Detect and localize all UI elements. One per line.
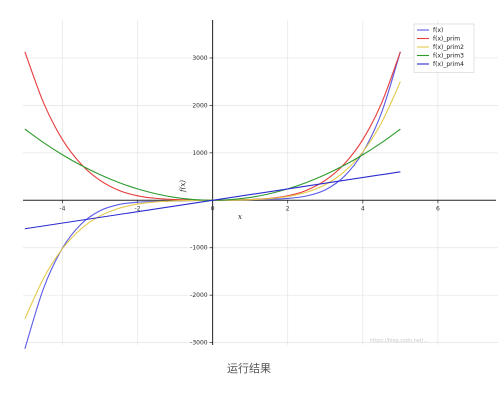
y-axis-label: f(x) — [179, 180, 187, 193]
x-tick-label: 6 — [436, 205, 440, 212]
legend-label: f(x)_prim — [433, 36, 460, 43]
legend-label: f(x)_prim3 — [433, 53, 464, 60]
x-tick-label: 2 — [286, 205, 290, 212]
axes — [23, 20, 496, 345]
x-axis-label: x — [238, 213, 242, 221]
x-tick-label: 4 — [361, 205, 365, 212]
y-tick-label: 1000 — [192, 150, 207, 157]
y-tick-label: -1000 — [190, 245, 208, 252]
y-tick-label: 3000 — [192, 55, 207, 62]
chart: -4 -2 0 2 4 6 -3000 -2000 -1000 1000 2000 3000 x f(… — [23, 20, 498, 349]
y-tick-label: -2000 — [190, 292, 208, 299]
x-tick-label: 0 — [211, 205, 215, 212]
legend-label: f(x)_prim2 — [433, 44, 464, 51]
tick-labels: -4 -2 0 2 4 6 -3000 -2000 -1000 1000 2000 3000 — [59, 55, 440, 347]
legend-label: f(x) — [433, 27, 443, 34]
series-line-f-x-prim4 — [24, 171, 401, 230]
x-tick-label: -4 — [59, 205, 65, 212]
y-tick-label: 2000 — [192, 102, 207, 109]
figure-caption: 运行结果 — [227, 362, 271, 375]
x-tick-label: -2 — [135, 205, 141, 212]
y-tick-label: -3000 — [190, 340, 208, 347]
watermark-text: https://blog.csdn.net/... — [370, 338, 429, 344]
legend-label: f(x)_prim4 — [433, 61, 464, 68]
series-lines — [24, 51, 401, 349]
